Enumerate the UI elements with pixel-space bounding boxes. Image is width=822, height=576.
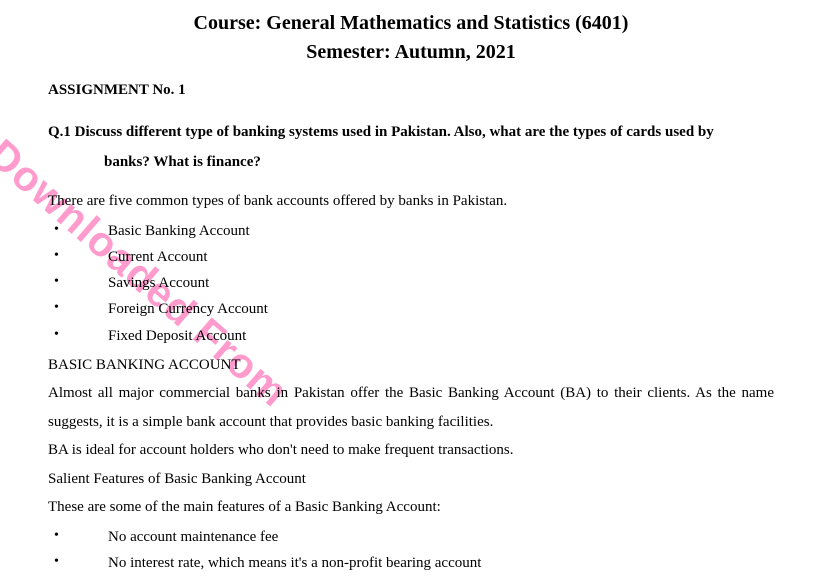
account-types-list: Basic Banking Account Current Account Sa… bbox=[48, 218, 774, 349]
list-item: Current Account bbox=[48, 244, 774, 270]
list-item: Fixed Deposit Account bbox=[48, 323, 774, 349]
salient-features-heading: Salient Features of Basic Banking Accoun… bbox=[48, 465, 774, 494]
features-list: No account maintenance fee No interest r… bbox=[48, 524, 774, 576]
list-item: No interest rate, which means it's a non… bbox=[48, 550, 774, 576]
question-line-1: Q.1 Discuss different type of banking sy… bbox=[48, 117, 774, 147]
assignment-number: ASSIGNMENT No. 1 bbox=[48, 82, 774, 99]
section-heading-basic-banking: BASIC BANKING ACCOUNT bbox=[48, 351, 774, 380]
list-item: No account maintenance fee bbox=[48, 524, 774, 550]
body-paragraph: BA is ideal for account holders who don'… bbox=[48, 436, 774, 465]
semester-title: Semester: Autumn, 2021 bbox=[48, 41, 774, 64]
list-item: Foreign Currency Account bbox=[48, 296, 774, 322]
question-line-2: banks? What is finance? bbox=[48, 147, 774, 177]
question-1: Q.1 Discuss different type of banking sy… bbox=[48, 117, 774, 177]
document-page: Course: General Mathematics and Statisti… bbox=[0, 0, 822, 576]
body-paragraph: These are some of the main features of a… bbox=[48, 493, 774, 522]
list-item: Basic Banking Account bbox=[48, 218, 774, 244]
course-title: Course: General Mathematics and Statisti… bbox=[48, 12, 774, 35]
list-item: Savings Account bbox=[48, 270, 774, 296]
body-paragraph: Almost all major commercial banks in Pak… bbox=[48, 379, 774, 436]
intro-paragraph: There are five common types of bank acco… bbox=[48, 187, 774, 216]
